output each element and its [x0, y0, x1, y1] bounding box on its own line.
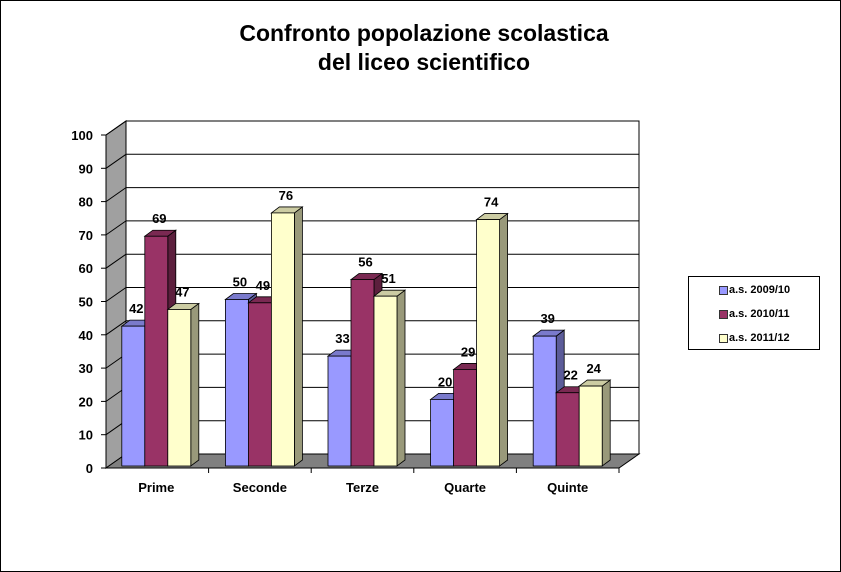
x-tick-label: Prime [138, 480, 174, 495]
data-label: 42 [129, 301, 143, 316]
bar [167, 309, 192, 467]
bar [476, 219, 501, 467]
legend-swatch [719, 333, 728, 343]
data-label: 74 [484, 195, 499, 210]
y-tick-label: 100 [71, 128, 93, 143]
data-label: 29 [461, 344, 475, 359]
bar [578, 385, 603, 467]
bar [350, 279, 375, 467]
x-tick-label: Terze [346, 480, 379, 495]
gridline-side [105, 187, 127, 203]
bar [247, 302, 272, 467]
data-label: 20 [438, 374, 452, 389]
gridline-side [105, 287, 127, 302]
data-label: 47 [175, 284, 189, 299]
chart-title: Confronto popolazione scolastica del lic… [1, 19, 840, 77]
y-tick-label: 20 [79, 394, 93, 409]
bar [144, 235, 169, 467]
bar [430, 398, 455, 467]
y-tick-label: 30 [79, 361, 93, 376]
bar-side [396, 289, 406, 467]
y-tick-label: 60 [79, 261, 93, 276]
bar-side [499, 212, 509, 467]
gridline-side [105, 320, 127, 336]
bar [373, 295, 398, 467]
y-tick-label: 90 [79, 161, 93, 176]
data-label: 49 [256, 278, 270, 293]
x-tick-label: Seconde [233, 480, 287, 495]
legend: a.s. 2009/10 a.s. 2010/11 a.s. 2011/12 [688, 276, 820, 350]
legend-label: a.s. 2011/12 [729, 332, 790, 344]
bar-side [190, 302, 200, 467]
gridline-side [105, 120, 127, 136]
y-tick-label: 40 [79, 328, 93, 343]
gridline-side [105, 153, 127, 169]
legend-label: a.s. 2010/11 [729, 308, 790, 320]
legend-item: a.s. 2011/12 [719, 332, 790, 344]
x-tick-label: Quinte [547, 480, 588, 495]
legend-swatch [719, 309, 728, 319]
bar-side [601, 379, 611, 467]
data-label: 39 [540, 311, 554, 326]
bar [453, 369, 478, 467]
y-tick-label: 50 [79, 295, 93, 310]
bar [532, 335, 557, 467]
bar [327, 355, 352, 467]
data-label: 76 [279, 188, 293, 203]
data-label: 51 [381, 271, 395, 286]
legend-item: a.s. 2010/11 [719, 308, 790, 320]
data-label: 69 [152, 211, 166, 226]
data-label: 22 [563, 368, 577, 383]
data-label: 56 [358, 255, 372, 270]
legend-item: a.s. 2009/10 [719, 284, 790, 296]
bar [270, 212, 295, 467]
data-label: 24 [586, 361, 601, 376]
bar [121, 325, 146, 467]
gridline-side [105, 220, 127, 236]
data-label: 50 [233, 275, 247, 290]
y-tick-label: 80 [79, 195, 93, 210]
y-tick-label: 10 [79, 428, 93, 443]
bar-side [293, 206, 303, 467]
x-tick-label: Quarte [444, 480, 486, 495]
data-label: 33 [335, 331, 349, 346]
y-tick-label: 0 [86, 461, 93, 476]
legend-label: a.s. 2009/10 [729, 284, 791, 296]
legend-swatch [719, 285, 728, 295]
bar [555, 392, 580, 467]
y-tick-label: 70 [79, 228, 93, 243]
gridline-side [105, 253, 127, 269]
title-line-1: Confronto popolazione scolastica [239, 20, 609, 46]
bar [224, 299, 249, 467]
title-line-2: del liceo scientifico [317, 49, 531, 75]
